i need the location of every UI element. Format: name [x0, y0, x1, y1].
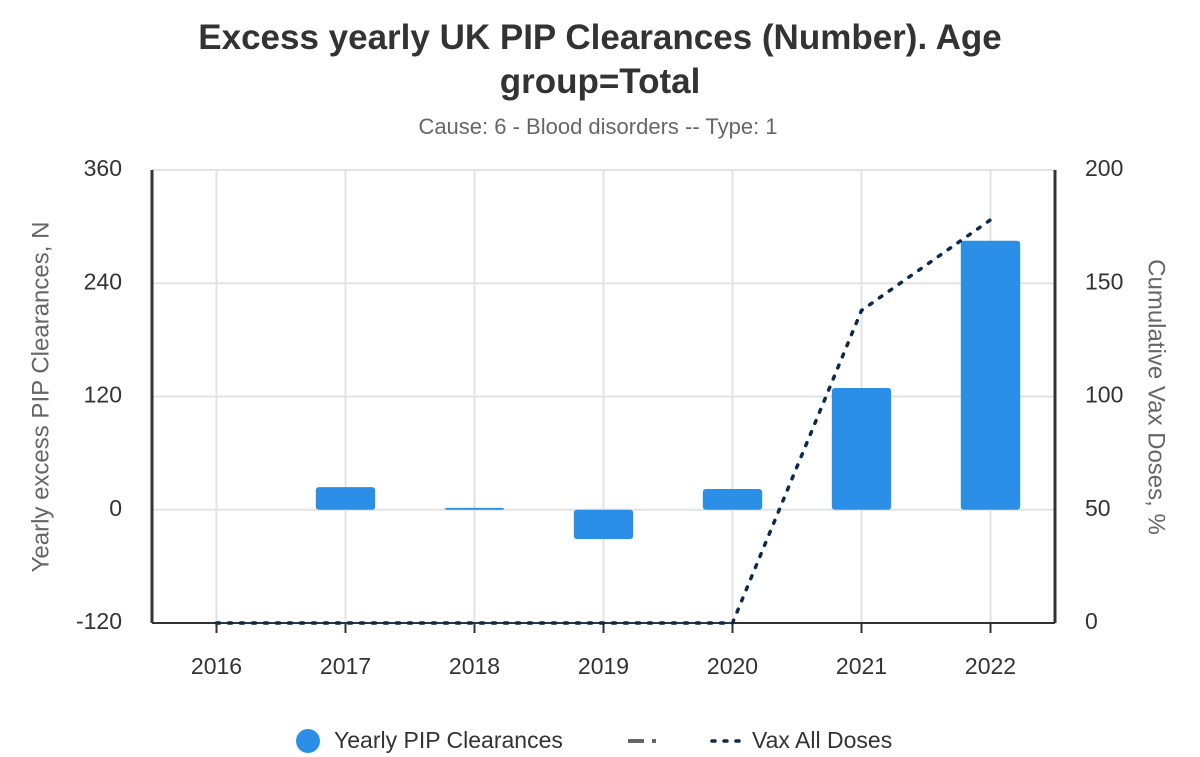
bar: [831, 388, 892, 510]
bar: [315, 487, 376, 510]
y-axis-label: Yearly excess PIP Clearances, N: [27, 222, 54, 573]
x-tick-label: 2016: [191, 653, 242, 679]
y2-tick-label: 200: [1085, 155, 1123, 181]
bar: [444, 507, 505, 510]
y2-tick-label: 150: [1085, 268, 1123, 294]
bar: [573, 509, 634, 540]
x-tick-label: 2018: [449, 653, 500, 679]
x-tick-label: 2019: [578, 653, 629, 679]
bar: [960, 240, 1021, 510]
y2-tick-label: 0: [1085, 608, 1098, 634]
y2-tick-label: 50: [1085, 495, 1111, 521]
y-tick-label: 360: [84, 155, 122, 181]
x-tick-label: 2017: [320, 653, 371, 679]
y-tick-label: 240: [84, 268, 122, 294]
x-tick-label: 2022: [965, 653, 1016, 679]
bar: [702, 488, 763, 510]
legend-label: Yearly PIP Clearances: [334, 727, 563, 753]
chart-title: Excess yearly UK PIP Clearances (Number)…: [198, 18, 1002, 101]
x-tick-label: 2020: [707, 653, 758, 679]
line: [214, 218, 993, 625]
legend-marker: [296, 729, 320, 753]
y2-tick-label: 100: [1085, 382, 1123, 408]
y-tick-label: 120: [84, 382, 122, 408]
y-tick-label: 0: [109, 495, 122, 521]
y2-axis-label: Cumulative Vax Doses, %: [1143, 259, 1170, 535]
legend-label: Vax All Doses: [752, 727, 892, 753]
y-tick-label: -120: [76, 608, 122, 634]
x-tick-label: 2021: [836, 653, 887, 679]
chart-subtitle: Cause: 6 - Blood disorders -- Type: 1: [418, 114, 777, 139]
